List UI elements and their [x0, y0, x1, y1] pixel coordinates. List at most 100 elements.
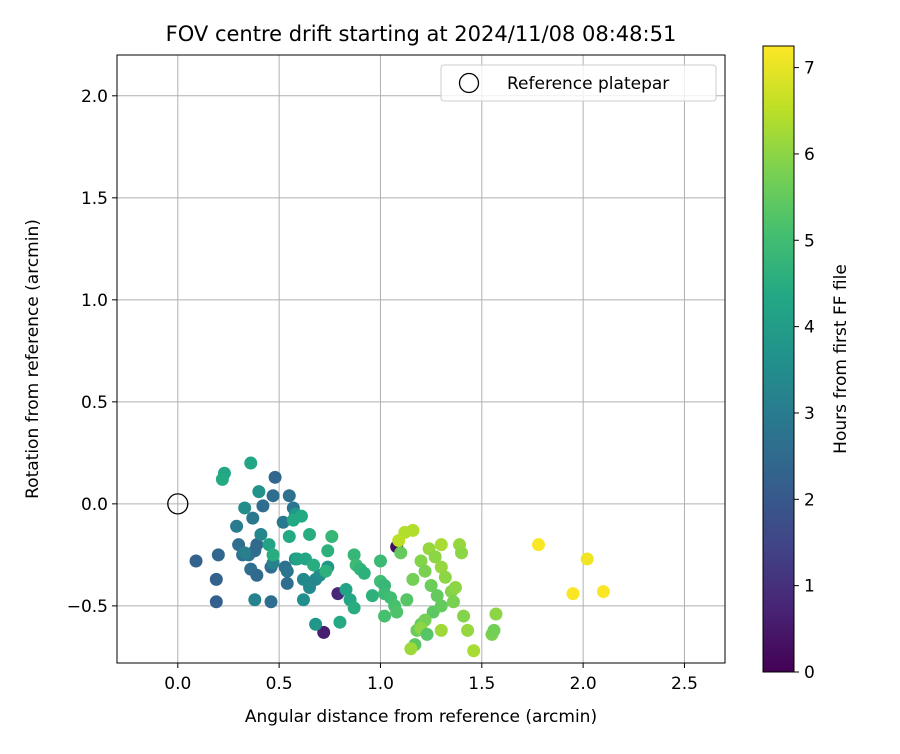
data-point-66 [373, 554, 387, 568]
x-tick-label-3: 1.5 [468, 674, 495, 694]
colorbar-ticks: 0 1 2 3 4 5 6 7 [794, 59, 815, 683]
colorbar: 0 1 2 3 4 5 6 7 Hours from first FF file [762, 45, 851, 683]
data-point-85 [434, 599, 448, 613]
colorbar-tick-label-3: 3 [804, 404, 815, 424]
data-point-45 [262, 538, 276, 552]
data-point-65 [365, 589, 379, 603]
data-point-98 [457, 609, 471, 623]
data-point-11 [250, 568, 264, 582]
data-point-27 [238, 501, 252, 515]
data-point-26 [230, 519, 244, 533]
x-tick-label-1: 0.5 [266, 674, 293, 694]
data-point-6 [211, 548, 225, 562]
colorbar-tick-label-7: 7 [804, 59, 815, 79]
data-point-31 [254, 527, 268, 541]
data-point-52 [303, 527, 317, 541]
data-point-106 [406, 523, 420, 537]
data-point-82 [424, 578, 438, 592]
x-axis-ticks: 0.0 0.5 1.0 1.5 2.0 2.5 [164, 663, 698, 694]
data-point-17 [268, 470, 282, 484]
colorbar-tick-label-0: 0 [804, 663, 815, 683]
data-point-53 [307, 558, 321, 572]
reference-platepar-marker [167, 493, 189, 515]
data-point-30 [252, 485, 266, 499]
data-point-4 [209, 572, 223, 586]
data-point-95 [455, 546, 469, 560]
y-axis-ticks: −0.5 0.0 0.5 1.0 1.5 2.0 [67, 87, 117, 617]
data-point-25 [280, 576, 294, 590]
data-point-74 [394, 546, 408, 560]
data-point-92 [446, 595, 460, 609]
reference-marker-group [167, 493, 189, 515]
data-point-15 [256, 499, 270, 513]
data-point-104 [404, 642, 418, 656]
data-point-29 [248, 593, 262, 607]
data-point-97 [434, 623, 448, 637]
y-tick-label-1: 0.0 [81, 495, 108, 515]
data-point-5 [209, 595, 223, 609]
axes-frame [116, 54, 726, 664]
x-tick-label-5: 2.5 [671, 674, 698, 694]
data-point-61 [347, 548, 361, 562]
data-point-80 [414, 554, 428, 568]
colorbar-label: Hours from first FF file [831, 264, 851, 454]
data-point-60 [347, 601, 361, 615]
y-tick-label-3: 1.0 [81, 291, 108, 311]
y-tick-label-2: 0.5 [81, 393, 108, 413]
data-point-41 [309, 617, 323, 631]
data-point-100 [467, 644, 481, 658]
data-point-107 [392, 534, 406, 548]
data-point-75 [400, 593, 414, 607]
colorbar-gradient [762, 45, 795, 673]
data-point-73 [390, 605, 404, 619]
data-point-96 [434, 538, 448, 552]
data-point-19 [264, 595, 278, 609]
data-point-56 [319, 564, 333, 578]
data-point-90 [438, 570, 452, 584]
y-tick-label-0: −0.5 [67, 597, 108, 617]
colorbar-tick-label-1: 1 [804, 577, 815, 597]
data-point-16 [266, 489, 280, 503]
data-point-71 [378, 609, 392, 623]
data-point-1 [317, 625, 331, 639]
data-point-13 [250, 538, 264, 552]
y-tick-label-5: 2.0 [81, 87, 108, 107]
colorbar-tick-label-4: 4 [804, 318, 815, 338]
colorbar-tick-label-2: 2 [804, 490, 815, 510]
data-point-49 [294, 509, 308, 523]
data-point-109 [420, 627, 434, 641]
data-point-43 [215, 472, 229, 486]
y-tick-label-4: 1.5 [81, 189, 108, 209]
data-point-55 [325, 530, 339, 544]
grid-lines [117, 55, 725, 663]
y-axis-label: Rotation from reference (arcmin) [23, 219, 43, 499]
x-tick-label-0: 0.0 [164, 674, 191, 694]
data-point-81 [418, 564, 432, 578]
chart-title: FOV centre drift starting at 2024/11/08 … [166, 22, 677, 46]
data-point-14 [246, 511, 260, 525]
data-point-20 [282, 489, 296, 503]
data-point-54 [321, 544, 335, 558]
data-point-58 [339, 583, 353, 597]
data-point-103 [489, 607, 503, 621]
data-point-57 [333, 615, 347, 629]
data-point-76 [406, 572, 420, 586]
data-point-47 [282, 530, 296, 544]
data-point-111 [580, 552, 594, 566]
data-point-22 [276, 515, 290, 529]
data-point-36 [296, 593, 310, 607]
legend-marker-icon [458, 72, 480, 94]
data-point-28 [238, 546, 252, 560]
colorbar-tick-label-5: 5 [804, 231, 815, 251]
data-points [189, 456, 610, 658]
data-point-99 [461, 623, 475, 637]
legend-box [440, 64, 717, 102]
data-point-46 [266, 548, 280, 562]
data-point-64 [357, 566, 371, 580]
x-tick-label-2: 1.0 [367, 674, 394, 694]
data-point-113 [596, 585, 610, 599]
legend-entry-reference-platepar: Reference platepar [507, 74, 669, 94]
x-tick-label-4: 2.0 [570, 674, 597, 694]
data-point-84 [430, 589, 444, 603]
